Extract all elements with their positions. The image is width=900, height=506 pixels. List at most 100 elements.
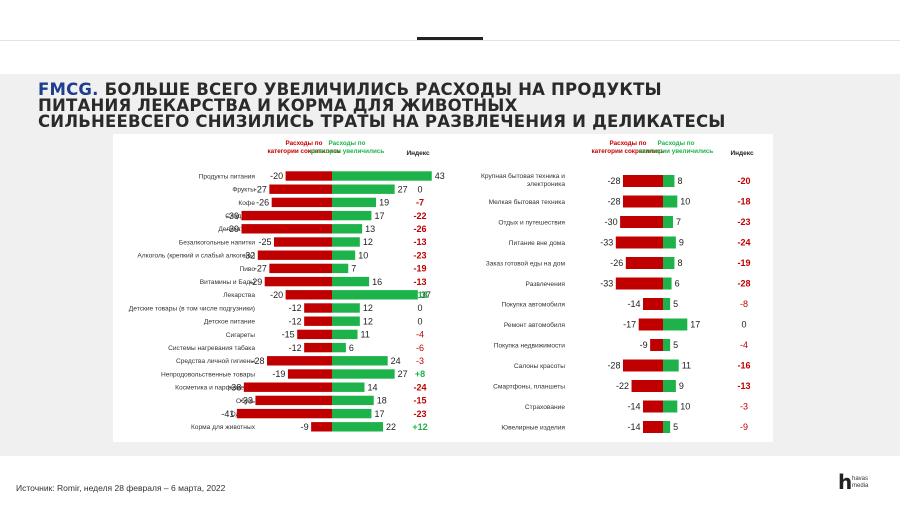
index-value: -22 (413, 211, 426, 221)
decrease-bar (271, 197, 332, 208)
category-label: Ремонт автомобиля (504, 321, 566, 329)
increase-bar (332, 250, 356, 260)
header-index: Индекс (730, 150, 754, 157)
category-label: Кофе (238, 200, 255, 207)
index-value: -20 (737, 176, 750, 186)
increase-bar (332, 316, 360, 326)
decrease-bar (304, 303, 332, 313)
increase-bar (332, 408, 372, 419)
top-divider (0, 40, 900, 41)
category-label: Детское питание (204, 319, 255, 326)
increase-bar (332, 237, 360, 247)
category-label: Крупная бытовая техника и электроника (481, 172, 565, 188)
category-label: Алкоголь (крепкий и слабый алкоголь) (137, 252, 255, 260)
decrease-bar (631, 380, 663, 392)
category-label: Непродовольственные товары (161, 371, 255, 378)
index-value: 0 (417, 303, 422, 313)
category-label: Ювелирные изделия (501, 424, 565, 431)
increase-value-label: 17 (374, 409, 384, 419)
slide-title: FMCG. Больше всего увеличились расходы н… (38, 81, 778, 130)
increase-bar (663, 236, 676, 249)
increase-value-label: 9 (679, 381, 684, 391)
increase-value-label: 27 (398, 184, 408, 194)
index-value: -4 (740, 340, 748, 350)
increase-value-label: 12 (363, 316, 373, 326)
decrease-value-label: -26 (610, 258, 623, 268)
increase-bar (663, 195, 678, 208)
decrease-value-label: -38 (228, 382, 241, 392)
decrease-value-label: -15 (282, 330, 295, 340)
decrease-value-label: -27 (254, 264, 267, 274)
decrease-bar (243, 382, 332, 392)
decrease-value-label: -32 (242, 250, 255, 260)
header-decrease: Расходы по категории сократились (591, 140, 664, 155)
decrease-bar (269, 263, 332, 274)
index-value: -19 (413, 264, 426, 274)
decrease-bar (287, 369, 332, 379)
increase-value-label: 6 (675, 279, 680, 289)
increase-value-label: 5 (673, 422, 678, 432)
increase-value-label: 12 (363, 237, 373, 247)
decrease-value-label: -28 (607, 176, 620, 186)
decrease-value-label: -20 (270, 171, 283, 181)
increase-bar (332, 303, 360, 313)
decrease-value-label: -33 (600, 238, 613, 248)
increase-value-label: 19 (379, 198, 389, 208)
page-indicator (417, 37, 483, 40)
increase-value-label: 5 (673, 340, 678, 350)
category-label: Отдых и путешествия (498, 219, 565, 226)
index-value: -26 (413, 224, 426, 234)
increase-bar (332, 290, 418, 300)
decrease-value-label: -14 (627, 299, 640, 309)
index-value: 0 (741, 320, 746, 330)
decrease-bar (615, 277, 663, 290)
increase-value-label: 7 (676, 217, 681, 227)
decrease-value-label: -9 (640, 340, 648, 350)
increase-value-label: 16 (372, 277, 382, 287)
increase-value-label: 24 (391, 356, 401, 366)
category-label: Сладости (225, 213, 255, 220)
category-label: Фрукты (232, 187, 255, 194)
index-value: -13 (413, 237, 426, 247)
increase-bar (332, 329, 358, 340)
increase-value-label: 37 (421, 290, 431, 300)
increase-value-label: 6 (349, 343, 354, 353)
index-value: -6 (416, 343, 424, 353)
decrease-value-label: -30 (605, 217, 618, 227)
increase-bar (663, 277, 672, 290)
increase-bar (332, 369, 395, 379)
index-value: -16 (737, 361, 750, 371)
increase-value-label: 10 (680, 402, 690, 412)
category-label: Заказ готовой еды на дом (486, 259, 566, 267)
increase-value-label: 14 (367, 382, 377, 392)
index-value: -23 (413, 409, 426, 419)
index-value: -3 (416, 356, 424, 366)
chart-panel: Расходы по категории сократились Расходы п… (113, 134, 773, 442)
decrease-value-label: -12 (289, 303, 302, 313)
increase-value-label: 43 (435, 171, 445, 181)
index-value: -8 (740, 299, 748, 309)
index-value: +8 (415, 369, 425, 379)
increase-bar (332, 171, 432, 181)
increase-value-label: 5 (673, 299, 678, 309)
category-label: Корма для животных (191, 424, 256, 431)
decrease-value-label: -33 (600, 279, 613, 289)
source-note: Источник: Romir, неделя 28 февраля – 6 м… (16, 483, 226, 493)
decrease-value-label: -39 (226, 211, 239, 221)
increase-value-label: 17 (374, 211, 384, 221)
decrease-value-label: -28 (607, 361, 620, 371)
decrease-bar (304, 316, 332, 326)
increase-bar (663, 298, 671, 310)
increase-value-label: 17 (690, 320, 700, 330)
decrease-value-label: -27 (254, 184, 267, 194)
increase-value-label: 22 (386, 422, 396, 432)
decrease-bar (622, 175, 663, 187)
decrease-value-label: -26 (256, 198, 269, 208)
category-label: Страхование (525, 404, 565, 411)
category-label: Салоны красоты (514, 363, 565, 370)
increase-bar (332, 197, 377, 208)
decrease-bar (264, 276, 332, 287)
category-label: Средства личной гигиены (176, 357, 255, 365)
decrease-value-label: -14 (627, 422, 640, 432)
